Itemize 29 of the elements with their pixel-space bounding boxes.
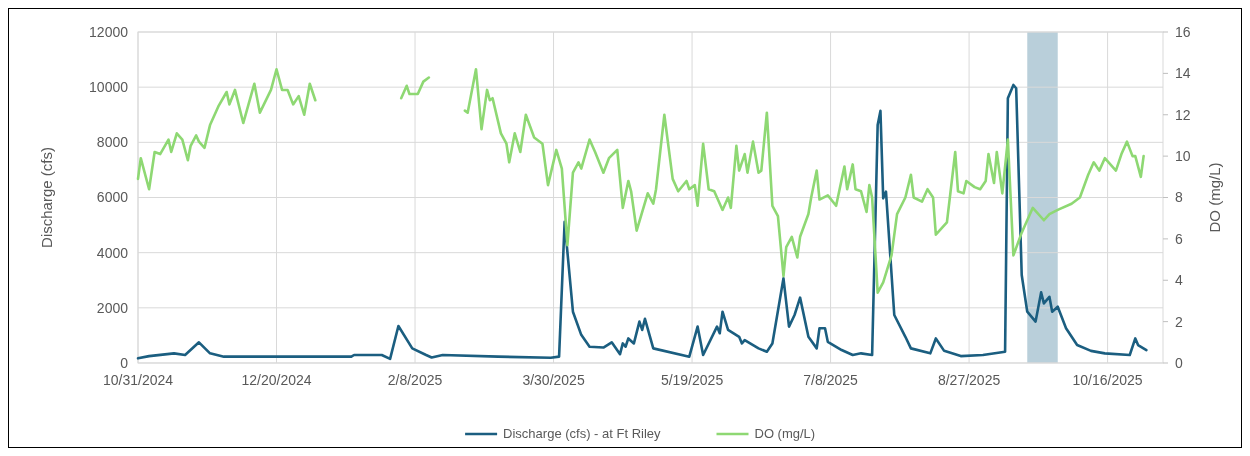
x-tick-label: 5/19/2025 (660, 372, 724, 388)
y2-tick-label: 2 (1175, 313, 1183, 330)
y2-tick-label: 16 (1175, 23, 1191, 40)
x-tick-label: 12/20/2024 (241, 372, 312, 388)
line-series (136, 83, 1148, 361)
y2-tick-label: 8 (1175, 189, 1183, 206)
x-tick-label: 10/16/2025 (1072, 372, 1143, 388)
y-tick-label: 0 (120, 354, 129, 371)
y2-tick-label: 14 (1175, 65, 1191, 82)
x-tick-label: 3/30/2025 (522, 372, 585, 388)
y-tick-label: 6000 (96, 189, 129, 206)
x-tick-label: 10/31/2024 (102, 372, 174, 388)
y-tick-label: 4000 (96, 244, 129, 261)
y-axis-title: Discharge (cfs) (38, 147, 55, 248)
y2-tick-label: 10 (1175, 148, 1191, 165)
legend-label: DO (mg/L) (754, 426, 816, 441)
y-tick-label: 8000 (96, 134, 129, 151)
x-tick-label: 2/8/2025 (387, 372, 443, 388)
y-tick-label: 12000 (89, 23, 129, 40)
y-tick-label: 2000 (96, 299, 129, 316)
x-tick-label: 7/8/2025 (803, 372, 859, 388)
y2-axis-title: DO (mg/L) (1206, 162, 1223, 233)
y-tick-label: 10000 (89, 79, 129, 96)
y2-tick-label: 0 (1175, 354, 1183, 371)
legend-label: Discharge (cfs) - at Ft Riley (503, 426, 662, 441)
x-tick-label: 8/27/2025 (937, 372, 1001, 388)
y2-tick-label: 6 (1175, 230, 1183, 247)
y2-tick-label: 12 (1175, 106, 1191, 123)
y2-tick-label: 4 (1175, 272, 1183, 289)
